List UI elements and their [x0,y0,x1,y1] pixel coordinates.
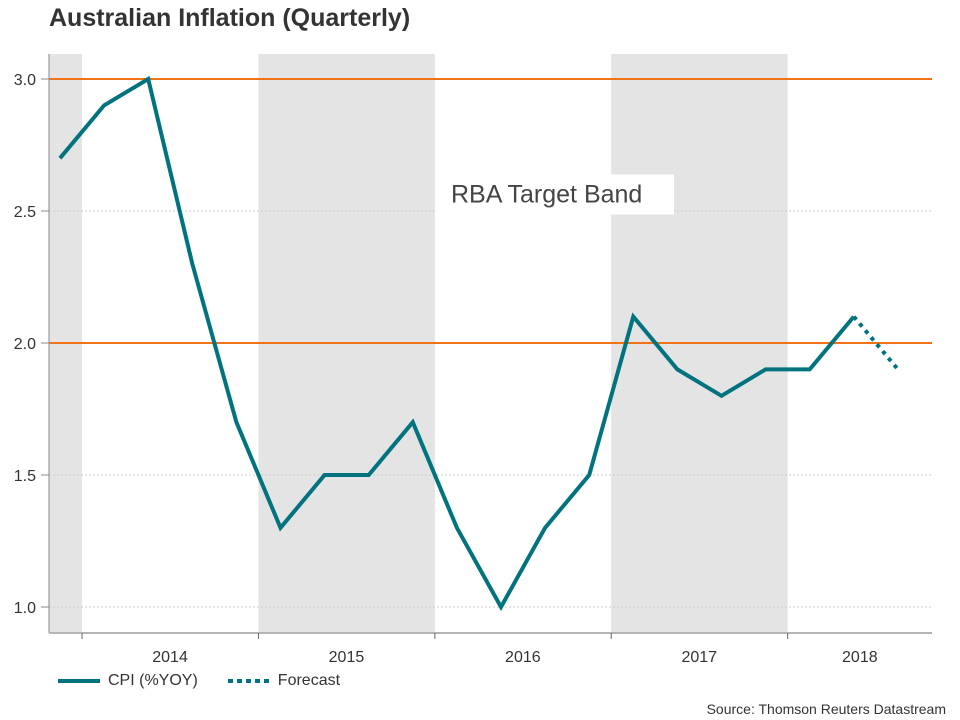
y-tick-label: 1.0 [14,600,36,617]
y-tick-label: 2.5 [14,204,36,221]
y-tick-label: 2.0 [14,336,36,353]
annotation-background [436,174,674,215]
legend-item-forecast: Forecast [227,672,341,690]
legend-label: CPI (%YOY) [108,672,198,689]
legend-swatch-dotted [227,679,270,683]
x-tick-label: 2017 [681,649,717,666]
cpi-line [58,75,856,612]
x-tick-label: 2018 [842,649,878,666]
x-tick-label: 2015 [329,649,365,666]
y-tick-label: 1.5 [14,468,36,485]
chart-title: Australian Inflation (Quarterly) [49,4,411,32]
legend-item-cpi: CPI (%YOY) [58,672,198,690]
annotation-label: RBA Target Band [451,181,642,209]
x-tick-label: 2016 [505,649,541,666]
legend-label: Forecast [277,672,341,689]
y-tick-label: 3.0 [14,72,36,89]
x-tick-label: 2014 [152,649,188,666]
legend: CPI (%YOY) Forecast [58,672,370,690]
source-note: Source: Thomson Reuters Datastream [706,701,946,717]
forecast-line [852,315,900,371]
legend-swatch-solid [58,679,100,683]
